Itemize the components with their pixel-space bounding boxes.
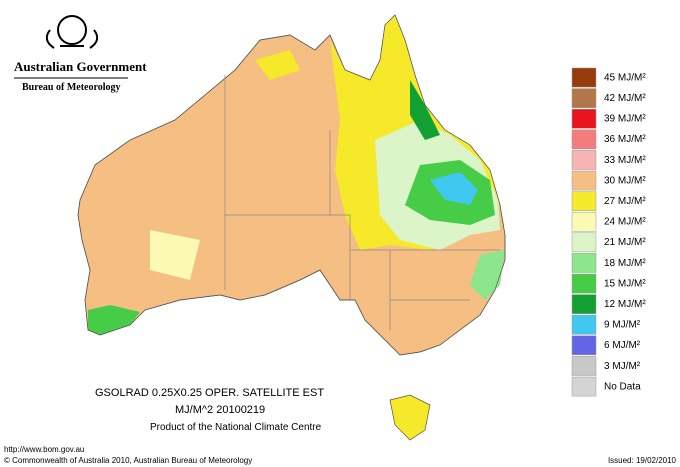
legend-label: 21 MJ/M² (604, 237, 646, 248)
legend-label: No Data (604, 381, 641, 392)
legend-label: 27 MJ/M² (604, 196, 646, 207)
footer-copyright: © Commonwealth of Australia 2010, Austra… (4, 456, 252, 465)
caption-units-date: MJ/M^2 20100219 (175, 404, 265, 416)
legend-label: 24 MJ/M² (604, 217, 646, 228)
legend-label: 39 MJ/M² (604, 114, 646, 125)
legend-label: 15 MJ/M² (604, 278, 646, 289)
legend-swatch (571, 170, 597, 191)
legend-label: 6 MJ/M² (604, 340, 641, 351)
legend-swatch (571, 129, 597, 150)
legend-label: 42 MJ/M² (604, 93, 646, 104)
footer-url: http://www.bom.gov.au (4, 445, 84, 454)
legend-label: 45 MJ/M² (604, 72, 646, 83)
caption-product: GSOLRAD 0.25X0.25 OPER. SATELLITE EST (95, 387, 324, 399)
legend-swatch (571, 314, 597, 335)
legend-swatch (571, 150, 597, 170)
legend-swatch (571, 253, 597, 273)
legend-swatch (571, 88, 597, 108)
legend-label: 33 MJ/M² (604, 155, 646, 166)
agency: Australian Government (14, 59, 147, 74)
legend-label: 12 MJ/M² (604, 299, 646, 310)
legend-swatch (571, 67, 597, 88)
legend-swatch (571, 356, 597, 376)
coat-of-arms (45, 15, 99, 49)
legend-swatch (571, 232, 597, 253)
legend-swatch (571, 211, 597, 232)
footer-issued: Issued: 19/02/2010 (608, 456, 677, 465)
legend-swatch (571, 376, 597, 397)
legend-label: 9 MJ/M² (604, 320, 641, 331)
legend-swatch (571, 108, 597, 129)
legend-swatch (571, 335, 597, 356)
bureau: Bureau of Meteorology (22, 82, 121, 93)
legend-label: 3 MJ/M² (604, 361, 641, 372)
legend-swatch (571, 294, 597, 314)
legend-swatch (571, 273, 597, 294)
legend-label: 30 MJ/M² (604, 175, 646, 186)
legend-label: 36 MJ/M² (604, 134, 646, 145)
australia-map (77, 14, 506, 441)
legend: 45 MJ/M² 42 MJ/M² 39 MJ/M² 36 MJ/M² 33 MJ/M²… (571, 67, 646, 397)
legend-swatch (571, 191, 597, 211)
caption-centre: Product of the National Climate Centre (150, 422, 322, 433)
legend-label: 18 MJ/M² (604, 258, 646, 269)
